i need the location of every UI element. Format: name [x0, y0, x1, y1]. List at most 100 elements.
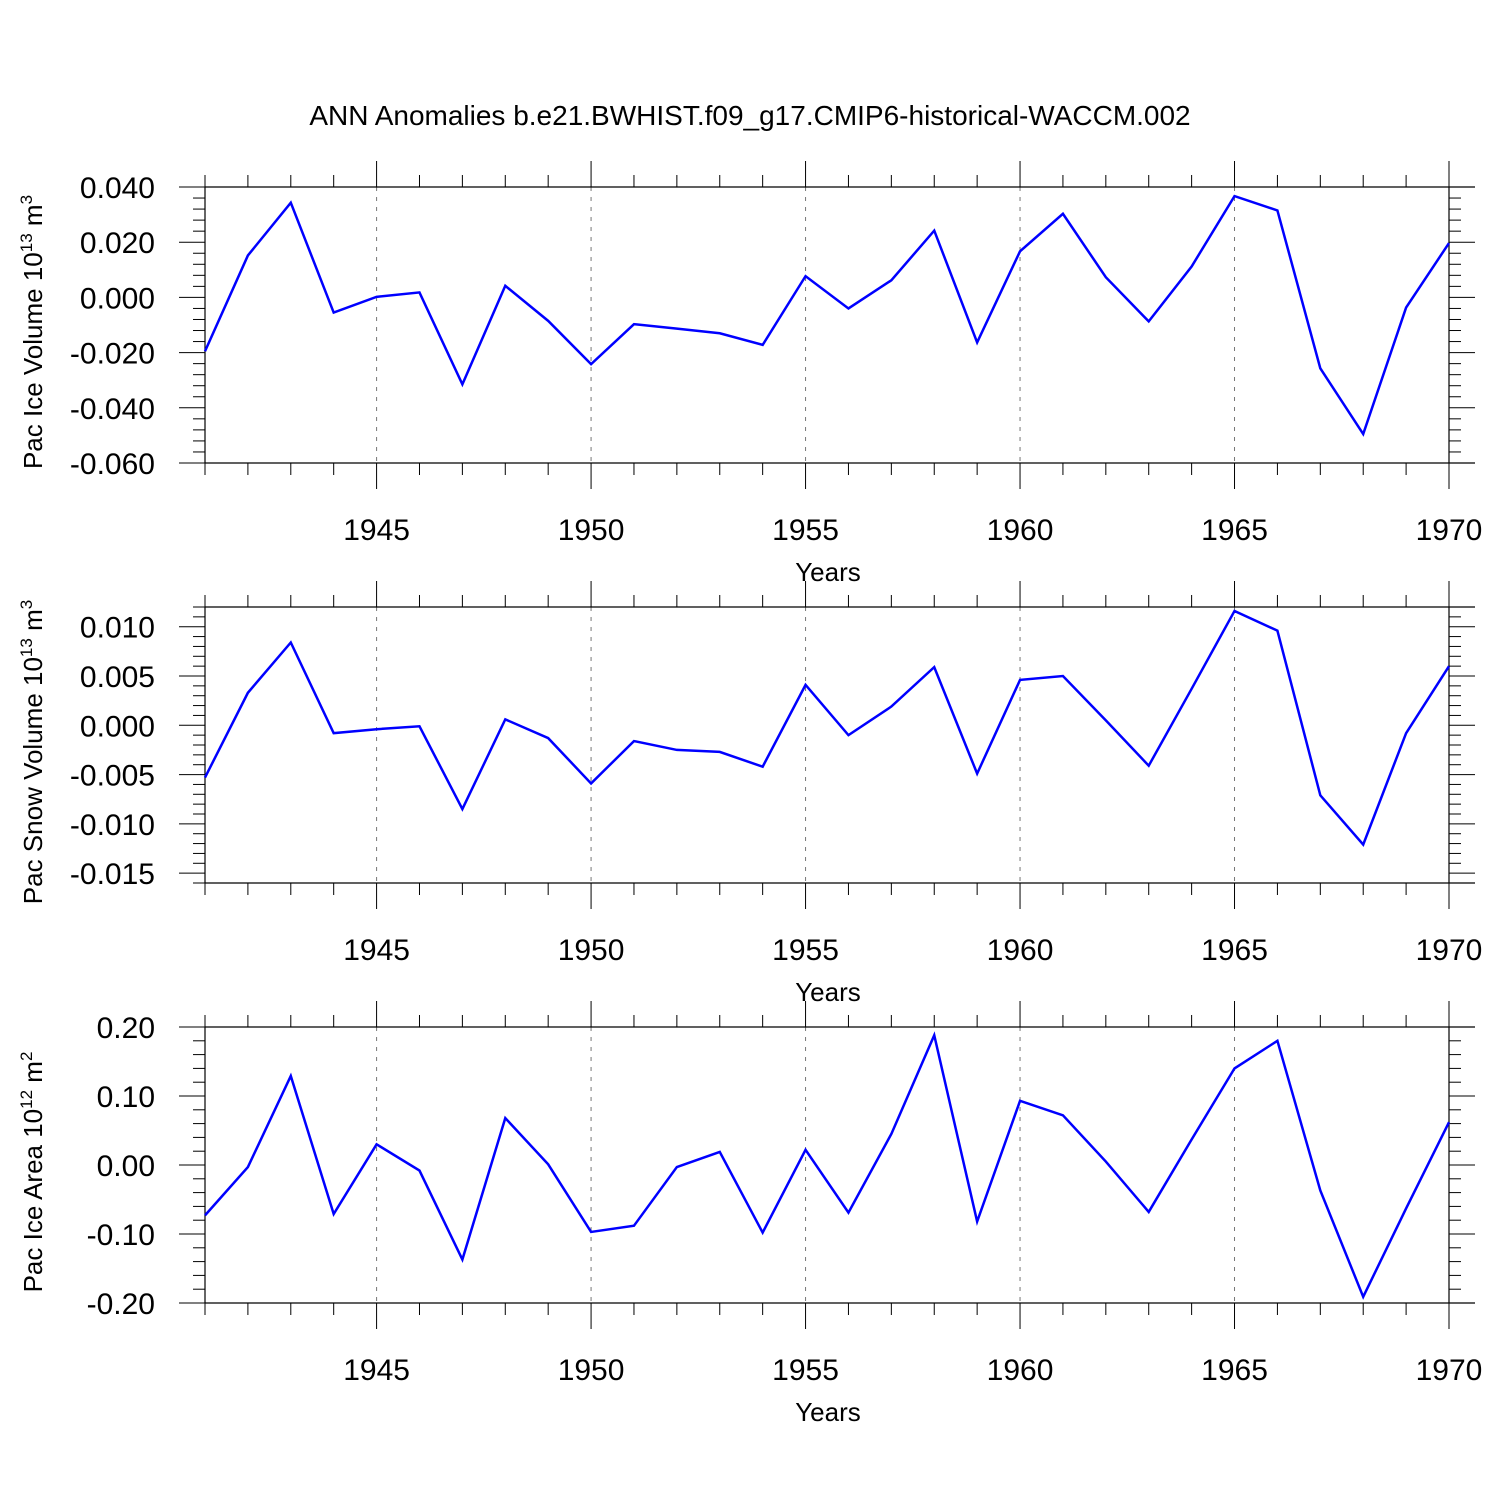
data-point [590, 363, 593, 366]
data-point [1362, 1295, 1365, 1298]
data-point [1190, 265, 1193, 268]
data-point [204, 1214, 207, 1217]
data-point [375, 728, 378, 731]
data-point [461, 383, 464, 386]
data-point [1319, 794, 1322, 797]
y-tick-label: 0.20 [97, 1012, 155, 1045]
data-point [418, 1169, 421, 1172]
x-tick-label: 1965 [1201, 514, 1268, 547]
data-point [1019, 678, 1022, 681]
data-point [976, 341, 979, 344]
y-tick-label: 0.020 [80, 227, 155, 260]
panel-3: 0.20 0.10 0.00 -0.10 -0.20 1945 1950 1955 1960 19… [17, 1001, 1482, 1427]
data-point [461, 1258, 464, 1261]
data-point [847, 307, 850, 310]
x-tick-label: 1965 [1201, 1354, 1268, 1387]
data-point [332, 311, 335, 314]
data-point [890, 279, 893, 282]
data-point [933, 229, 936, 232]
x-tick-label: 1950 [558, 1354, 625, 1387]
x-tick-label: 1970 [1416, 1354, 1483, 1387]
data-point [1319, 1189, 1322, 1192]
data-point [246, 254, 249, 257]
data-point [204, 776, 207, 779]
data-point [1061, 212, 1064, 215]
data-point [332, 732, 335, 735]
data-point [1233, 1067, 1236, 1070]
data-point [761, 1231, 764, 1234]
data-point [547, 737, 550, 740]
data-point [375, 295, 378, 298]
x-tick-label: 1950 [558, 934, 625, 967]
data-point [504, 1117, 507, 1120]
data-point [1019, 1099, 1022, 1102]
data-point [1233, 195, 1236, 198]
data-point [675, 327, 678, 330]
data-point [675, 1166, 678, 1169]
data-point [976, 1220, 979, 1223]
data-point [504, 718, 507, 721]
x-axis-label: Years [795, 557, 861, 587]
data-point [1190, 1138, 1193, 1141]
data-point [976, 772, 979, 775]
data-point [718, 750, 721, 753]
data-point [504, 284, 507, 287]
x-tick-label: 1945 [343, 514, 410, 547]
data-point [1061, 675, 1064, 678]
x-tick-label: 1955 [772, 934, 839, 967]
data-point [547, 319, 550, 322]
series-line [204, 1031, 1451, 1300]
y-tick-label: -0.015 [70, 858, 155, 891]
data-point [332, 1212, 335, 1215]
panel-1: 0.040 0.020 0.000 -0.020 -0.040 -0.060 1945 195… [17, 161, 1482, 587]
data-point [1147, 320, 1150, 323]
data-point [1319, 367, 1322, 370]
data-point [847, 734, 850, 737]
series-line [203, 194, 1451, 437]
x-tick-label: 1960 [987, 934, 1054, 967]
data-point [1405, 306, 1408, 309]
y-tick-label: -0.060 [70, 448, 155, 481]
data-point [1190, 687, 1193, 690]
y-tick-label: 0.000 [80, 710, 155, 743]
data-point [1405, 732, 1408, 735]
data-point [890, 705, 893, 708]
data-point [246, 1166, 249, 1169]
data-point [1276, 209, 1279, 212]
data-point [804, 275, 807, 278]
x-tick-label: 1955 [772, 514, 839, 547]
data-point [1147, 764, 1150, 767]
y-tick-label: -0.10 [87, 1219, 155, 1252]
data-point [289, 201, 292, 204]
data-point [718, 1150, 721, 1153]
y-tick-label: -0.010 [70, 809, 155, 842]
data-point [375, 1143, 378, 1146]
data-point [632, 740, 635, 743]
data-point [1276, 629, 1279, 632]
data-point [1448, 242, 1451, 245]
y-tick-label: -0.040 [70, 393, 155, 426]
data-point [1104, 719, 1107, 722]
data-point [590, 1230, 593, 1233]
data-point [761, 765, 764, 768]
data-point [590, 782, 593, 785]
x-tick-label: 1950 [558, 514, 625, 547]
y-tick-label: -0.005 [70, 760, 155, 793]
x-tick-label: 1970 [1416, 514, 1483, 547]
panels-group: 0.040 0.020 0.000 -0.020 -0.040 -0.060 1945 195… [17, 161, 1482, 1427]
x-axis-label: Years [795, 977, 861, 1007]
data-point [418, 291, 421, 294]
data-point [761, 343, 764, 346]
y-tick-label: 0.005 [80, 661, 155, 694]
y-axis-label: Pac Ice Area 1012 m2 [17, 1052, 48, 1293]
data-point [1362, 433, 1365, 436]
data-point [1362, 843, 1365, 846]
panel-2: 0.010 0.005 0.000 -0.005 -0.010 -0.015 1945 195… [17, 581, 1482, 1007]
data-point [890, 1132, 893, 1135]
data-point [1147, 1210, 1150, 1213]
y-tick-label: 0.000 [80, 282, 155, 315]
y-tick-label: 0.00 [97, 1150, 155, 1183]
data-point [204, 350, 207, 353]
x-tick-label: 1970 [1416, 934, 1483, 967]
